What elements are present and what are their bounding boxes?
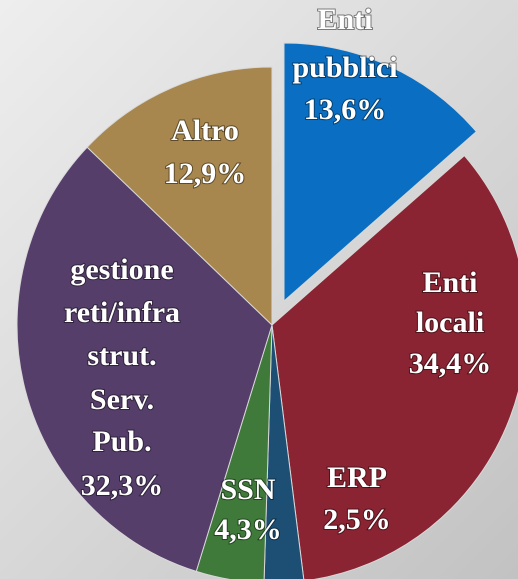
value-label: 34,4% [409, 347, 492, 380]
slice-label: Enti [317, 3, 372, 36]
slice-label: Serv. [90, 383, 154, 416]
slice-label: Altro [171, 114, 239, 147]
slice-label: pubblici [292, 51, 397, 84]
slice-label: Enti [422, 266, 477, 299]
value-label: 32,3% [81, 469, 164, 502]
pie-slice [271, 154, 518, 579]
value-label: 2,5% [323, 503, 391, 536]
slice-label: SSN [220, 473, 275, 506]
slice-label: strut. [87, 339, 156, 372]
slice-label: reti/infra [64, 296, 180, 329]
pie-slice [86, 66, 273, 327]
pie-slice [283, 42, 478, 303]
slice-label: ERP [327, 461, 387, 494]
slice-label: locali [416, 306, 484, 339]
pie-slice [263, 324, 305, 579]
pie-slice [16, 146, 273, 572]
value-label: 12,9% [164, 157, 247, 190]
value-label: 4,3% [214, 513, 282, 546]
slice-label: Pub. [92, 425, 151, 458]
slice-label: gestione [70, 253, 173, 286]
value-label: 13,6% [304, 93, 387, 126]
